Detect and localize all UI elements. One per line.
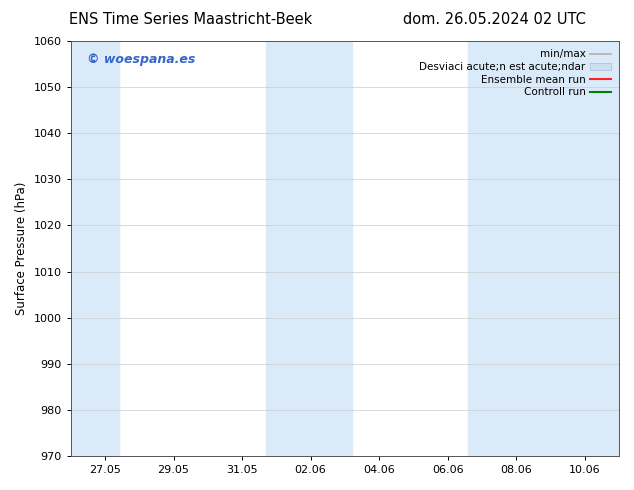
Bar [266,41,352,456]
Text: © woespana.es: © woespana.es [87,53,195,67]
Text: ENS Time Series Maastricht-Beek: ENS Time Series Maastricht-Beek [68,12,312,27]
Bar [71,41,119,456]
Legend: min/max, Desviaci acute;n est acute;ndar, Ensemble mean run, Controll run: min/max, Desviaci acute;n est acute;ndar… [417,46,614,100]
Bar [469,41,619,456]
Y-axis label: Surface Pressure (hPa): Surface Pressure (hPa) [15,182,28,315]
Text: dom. 26.05.2024 02 UTC: dom. 26.05.2024 02 UTC [403,12,586,27]
